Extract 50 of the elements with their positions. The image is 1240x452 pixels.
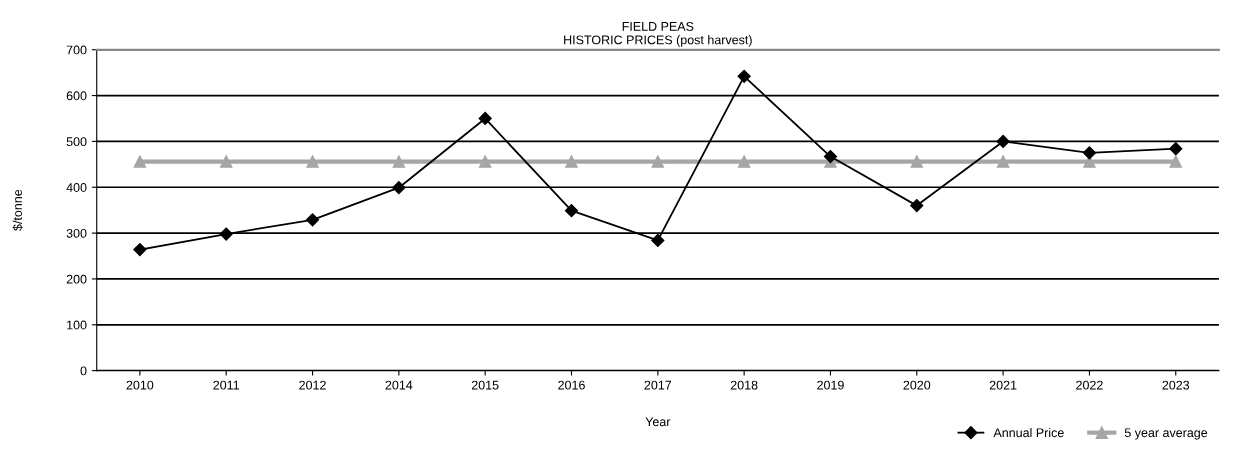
point bbox=[996, 155, 1010, 168]
point bbox=[565, 155, 578, 168]
point bbox=[306, 155, 319, 168]
y-tick-label: 300 bbox=[66, 228, 87, 238]
x-tick-label: 2017 bbox=[644, 380, 672, 390]
x-tick-label: 2011 bbox=[213, 380, 240, 390]
x-tick-label: 2023 bbox=[1162, 380, 1190, 390]
x-tick-label: 2012 bbox=[299, 380, 326, 390]
x-tick-label: 2015 bbox=[471, 380, 499, 390]
y-tick-label: 0 bbox=[80, 366, 87, 376]
point bbox=[1169, 142, 1183, 156]
point bbox=[1169, 155, 1183, 168]
point bbox=[737, 155, 751, 168]
x-axis-title: Year bbox=[645, 417, 671, 427]
chart-title: FIELD PEAS HISTORIC PRICES (post harvest) bbox=[564, 21, 752, 47]
y-tick-label: 500 bbox=[66, 137, 87, 147]
point bbox=[219, 155, 233, 168]
point bbox=[219, 227, 233, 241]
point bbox=[564, 204, 579, 218]
point bbox=[737, 69, 751, 83]
y-axis-title: $/tonne bbox=[12, 189, 23, 231]
x-tick-label: 2014 bbox=[385, 380, 413, 390]
y-tick-label: 200 bbox=[66, 274, 87, 284]
point bbox=[823, 149, 838, 164]
point bbox=[133, 243, 147, 257]
x-tick-label: 2019 bbox=[817, 380, 844, 390]
point bbox=[996, 134, 1010, 148]
point bbox=[910, 155, 924, 168]
point bbox=[910, 199, 924, 213]
point bbox=[1082, 146, 1097, 160]
y-tick-label: 600 bbox=[66, 91, 87, 101]
x-tick-label: 2018 bbox=[730, 380, 758, 390]
x-tick-label: 2021 bbox=[989, 380, 1017, 390]
y-tick-label: 400 bbox=[66, 183, 87, 192]
point bbox=[133, 155, 147, 168]
y-tick-label: 100 bbox=[67, 320, 87, 330]
point bbox=[651, 233, 665, 248]
y-tick-label: 700 bbox=[66, 45, 87, 55]
point bbox=[392, 155, 406, 168]
point bbox=[305, 213, 320, 227]
point bbox=[651, 155, 665, 168]
legend-label: 5 year average bbox=[1124, 428, 1208, 440]
point bbox=[478, 111, 492, 126]
x-tick-label: 2022 bbox=[1076, 380, 1103, 390]
point bbox=[392, 181, 406, 195]
x-tick-label: 2016 bbox=[558, 380, 585, 390]
legend-label: Annual Price bbox=[993, 427, 1064, 438]
x-tick-label: 2010 bbox=[126, 380, 154, 390]
x-tick-label: 2020 bbox=[903, 380, 931, 390]
point bbox=[478, 155, 492, 168]
